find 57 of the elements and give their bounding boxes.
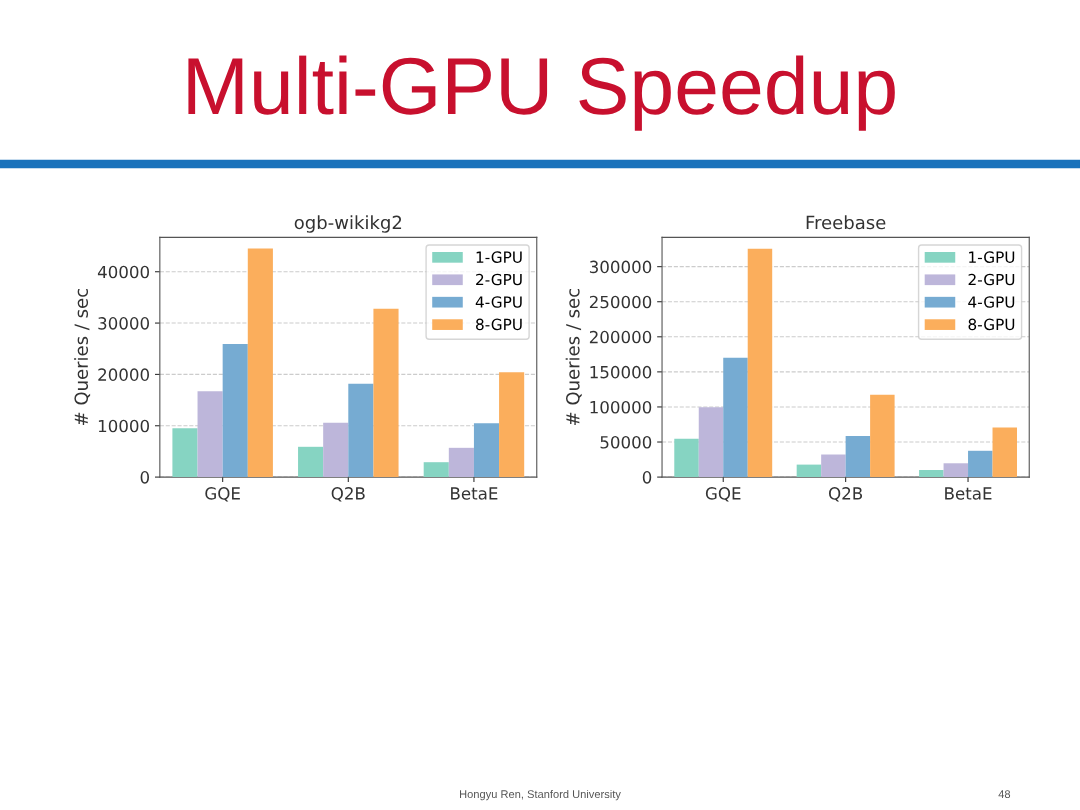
y-tick-label: 200000 — [589, 330, 652, 344]
y-tick-label: 20000 — [98, 368, 150, 381]
bar — [992, 427, 1017, 478]
y-tick-label: 50000 — [600, 435, 652, 449]
text: Hongyu Ren, Stanford University — [460, 789, 621, 801]
bar — [373, 308, 399, 478]
y-tick-label: 150000 — [590, 365, 652, 379]
y-tick-label: 30000 — [98, 317, 150, 330]
chart-title: Freebase — [806, 215, 886, 230]
bar — [796, 464, 822, 478]
bar — [323, 422, 349, 478]
bar — [247, 248, 273, 478]
y-tick-label: 0 — [642, 471, 652, 484]
y-tick-label: 250000 — [589, 295, 652, 309]
legend-label: 1-GPU — [476, 251, 522, 263]
y-tick-label: 0 — [140, 471, 150, 484]
x-tick-label: GQE — [705, 487, 741, 502]
bar — [723, 357, 748, 478]
x-tick-label: Q2B — [829, 487, 863, 502]
bar — [968, 450, 993, 478]
bar — [747, 248, 773, 478]
y-tick-label: 100000 — [590, 400, 652, 414]
bar — [348, 383, 374, 478]
legend-label: 2-GPU — [968, 273, 1015, 286]
bar — [448, 447, 474, 478]
y-axis-title: # Queries / sec — [565, 289, 582, 426]
bar — [423, 462, 449, 478]
bar — [698, 407, 724, 478]
bar — [919, 470, 944, 478]
x-tick-label: BetaE — [945, 487, 992, 500]
legend-label: 2-GPU — [476, 273, 522, 286]
bar — [943, 463, 969, 478]
y-tick-label: 300000 — [589, 260, 652, 274]
chart-title: ogb-wikikg2 — [294, 215, 402, 233]
y-tick-label: 40000 — [97, 265, 150, 279]
bar — [845, 435, 871, 478]
bar — [473, 423, 500, 478]
text: 48 — [998, 790, 1011, 799]
legend-label: 4-GPU — [475, 296, 522, 308]
legend-label: 1-GPU — [969, 251, 1015, 263]
x-tick-label: BetaE — [451, 487, 498, 500]
bar — [197, 391, 223, 478]
bar — [821, 454, 846, 478]
legend-label: 4-GPU — [968, 296, 1015, 308]
bar — [298, 446, 324, 478]
legend-label: 8-GPU — [476, 318, 522, 331]
bar — [870, 394, 895, 478]
y-tick-label: 10000 — [98, 419, 150, 433]
bar — [172, 428, 198, 478]
x-tick-label: GQE — [205, 487, 240, 502]
bar — [222, 344, 248, 478]
bar — [674, 438, 699, 478]
x-tick-label: Q2B — [331, 487, 365, 502]
legend-label: 8-GPU — [968, 318, 1015, 331]
y-axis-title: # Queries / sec — [74, 289, 91, 426]
text: Multi-GPU Speedup — [188, 55, 895, 131]
bar — [499, 372, 525, 478]
